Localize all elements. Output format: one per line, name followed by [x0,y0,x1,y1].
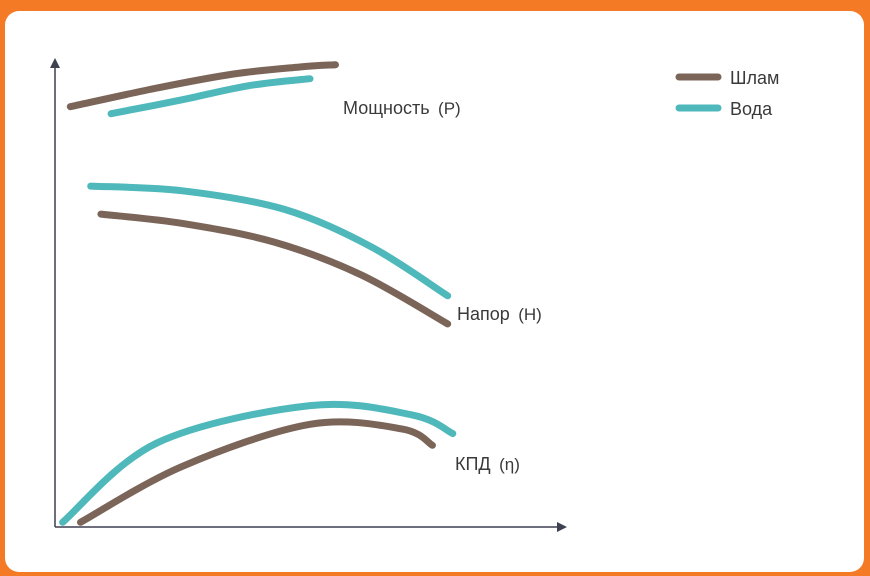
legend-label-water: Вода [730,99,773,119]
head-curve-water [87,182,452,300]
head-curve-sludge [97,210,452,328]
efficiency-curve-water [59,400,457,526]
head-curve-label: Напор (H) [457,304,542,324]
efficiency-curve-sludge [77,418,436,526]
power-curve-sludge [66,61,339,111]
legend-label-sludge: Шлам [730,68,779,88]
power-curve-label: Мощность (P) [343,98,461,118]
curve-group [59,61,457,526]
efficiency-curve-label: КПД (η) [455,454,520,474]
legend: Шлам Вода [675,68,779,119]
power-curve-water [107,75,314,118]
